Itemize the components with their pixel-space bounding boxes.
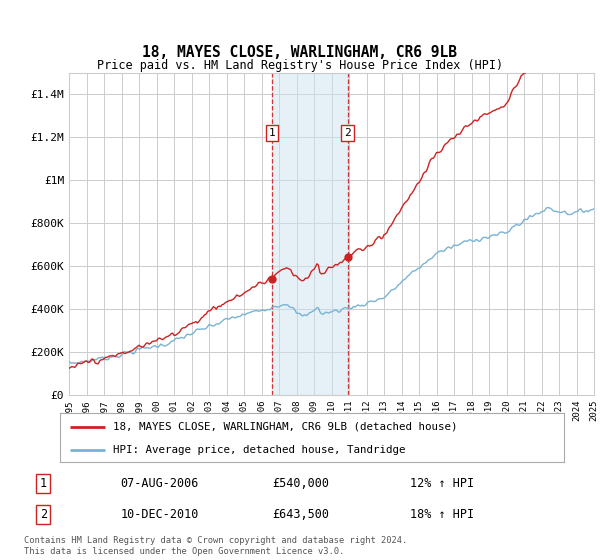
Text: £540,000: £540,000 — [272, 477, 329, 490]
Text: 1: 1 — [40, 477, 47, 490]
Bar — [272, 73, 347, 395]
Text: 12% ↑ HPI: 12% ↑ HPI — [410, 477, 475, 490]
Text: 2: 2 — [344, 128, 351, 138]
Text: 18% ↑ HPI: 18% ↑ HPI — [410, 508, 475, 521]
Text: 10-DEC-2010: 10-DEC-2010 — [121, 508, 199, 521]
Text: 18, MAYES CLOSE, WARLINGHAM, CR6 9LB: 18, MAYES CLOSE, WARLINGHAM, CR6 9LB — [143, 45, 458, 60]
Text: 07-AUG-2006: 07-AUG-2006 — [121, 477, 199, 490]
Text: 1: 1 — [268, 128, 275, 138]
Text: £643,500: £643,500 — [272, 508, 329, 521]
Text: HPI: Average price, detached house, Tandridge: HPI: Average price, detached house, Tand… — [113, 445, 406, 455]
Text: 2: 2 — [40, 508, 47, 521]
Text: Contains HM Land Registry data © Crown copyright and database right 2024.
This d: Contains HM Land Registry data © Crown c… — [24, 536, 407, 556]
Text: Price paid vs. HM Land Registry's House Price Index (HPI): Price paid vs. HM Land Registry's House … — [97, 59, 503, 72]
Text: 18, MAYES CLOSE, WARLINGHAM, CR6 9LB (detached house): 18, MAYES CLOSE, WARLINGHAM, CR6 9LB (de… — [113, 422, 457, 432]
